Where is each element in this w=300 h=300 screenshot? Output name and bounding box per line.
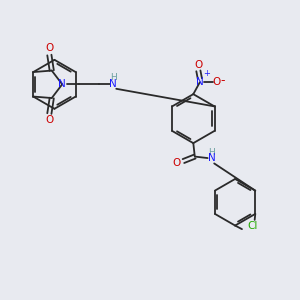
Text: O: O — [45, 115, 53, 125]
Text: -: - — [220, 74, 225, 87]
Text: O: O — [212, 77, 220, 87]
Text: O: O — [194, 60, 202, 70]
Text: Cl: Cl — [248, 221, 258, 231]
Text: O: O — [173, 158, 181, 167]
Text: O: O — [45, 44, 53, 53]
Text: N: N — [58, 79, 66, 89]
Text: N: N — [196, 77, 204, 87]
Text: H: H — [110, 73, 117, 82]
Text: N: N — [110, 79, 117, 89]
Text: +: + — [203, 69, 210, 78]
Text: N: N — [208, 153, 216, 163]
Text: H: H — [208, 148, 215, 157]
